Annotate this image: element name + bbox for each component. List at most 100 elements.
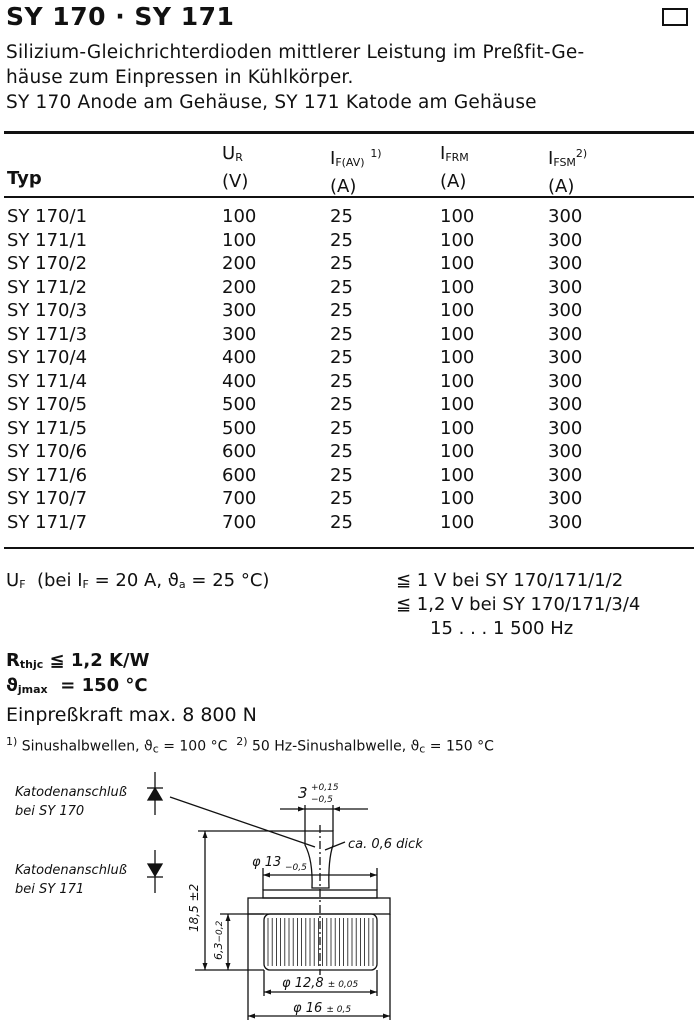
- description-line-3: SY 170 Anode am Gehäuse, SY 171 Katode a…: [6, 92, 537, 113]
- cell-ifsm: 300: [548, 370, 583, 392]
- cell-ifsm: 300: [548, 300, 583, 321]
- table-row: SY 171/2 200 25 100 300: [0, 277, 700, 301]
- table-top-rule: [4, 131, 694, 134]
- cell-typ: SY 171/3: [7, 323, 88, 345]
- cell-ifrm: 100: [440, 323, 475, 345]
- table-row: SY 171/5 500 25 100 300: [0, 418, 700, 442]
- table-row: SY 171/7 700 25 100 300: [0, 512, 700, 536]
- cell-ur: 700: [222, 511, 257, 533]
- cell-ifav: 25: [330, 347, 353, 368]
- cell-ifsm: 300: [548, 323, 583, 345]
- cell-ifsm: 300: [548, 441, 583, 462]
- cell-ifrm: 100: [440, 300, 475, 321]
- cell-ur: 100: [222, 206, 257, 227]
- table-row: SY 171/3 300 25 100 300: [0, 324, 700, 348]
- cell-ifav: 25: [330, 253, 353, 274]
- cell-ifrm: 100: [440, 441, 475, 462]
- header-ur: UR (V): [222, 143, 249, 192]
- cell-ur: 400: [222, 370, 257, 392]
- cell-ifsm: 300: [548, 347, 583, 368]
- cell-ifsm: 300: [548, 253, 583, 274]
- table-header-rule: [4, 196, 694, 198]
- cell-ifsm: 300: [548, 417, 583, 439]
- cell-typ: SY 171/7: [7, 511, 88, 533]
- cell-ifrm: 100: [440, 229, 475, 251]
- diode-symbol-sy171: [146, 850, 164, 893]
- cell-typ: SY 170/3: [7, 300, 88, 321]
- header-typ: Typ: [7, 168, 42, 189]
- tjmax-spec: ϑjmax = 150 °C: [6, 675, 148, 696]
- cell-ifsm: 300: [548, 394, 583, 415]
- page-marker-box: [662, 8, 688, 26]
- frequency-range: 15 . . . 1 500 Hz: [430, 618, 574, 639]
- table-row: SY 170/6 600 25 100 300: [0, 441, 700, 465]
- uf-value-2: ≦ 1,2 V bei SY 170/171/3/4: [396, 594, 641, 615]
- leader-line: [169, 796, 316, 848]
- cell-ifav: 25: [330, 464, 353, 486]
- uf-condition: UF (bei IF = 20 A, ϑa = 25 °C): [6, 570, 270, 591]
- cell-ifsm: 300: [548, 229, 583, 251]
- footnotes: 1) Sinushalbwellen, ϑc = 100 °C 2) 50 Hz…: [6, 735, 494, 756]
- cell-ifav: 25: [330, 300, 353, 321]
- cell-ifav: 25: [330, 276, 353, 298]
- cell-typ: SY 170/2: [7, 253, 88, 274]
- cell-typ: SY 171/1: [7, 229, 88, 251]
- label-sy170-line1: Katodenanschluß: [15, 785, 127, 800]
- cell-ifrm: 100: [440, 253, 475, 274]
- cell-ifsm: 300: [548, 206, 583, 227]
- terminal-tab: [304, 830, 334, 889]
- press-force-spec: Einpreßkraft max. 8 800 N: [6, 704, 257, 726]
- table-row: SY 170/4 400 25 100 300: [0, 347, 700, 371]
- dim-knurl-height: 6,3−0,2: [212, 920, 225, 960]
- header-ifsm: IFSM2) (A): [548, 147, 588, 197]
- cell-ur: 500: [222, 417, 257, 439]
- cell-ifrm: 100: [440, 347, 475, 368]
- body-top: [247, 897, 391, 915]
- cell-typ: SY 170/6: [7, 441, 88, 462]
- cell-ifrm: 100: [440, 394, 475, 415]
- cell-ur: 600: [222, 441, 257, 462]
- cell-ifrm: 100: [440, 488, 475, 509]
- cell-ifsm: 300: [548, 276, 583, 298]
- cell-ifav: 25: [330, 370, 353, 392]
- dim-thickness: ca. 0,6 dick: [348, 837, 423, 852]
- cell-ur: 500: [222, 394, 257, 415]
- dim-tab-tol-plus: +0,15: [311, 783, 339, 793]
- cell-typ: SY 171/6: [7, 464, 88, 486]
- table-row: SY 171/4 400 25 100 300: [0, 371, 700, 395]
- cell-typ: SY 170/1: [7, 206, 88, 227]
- cell-ifav: 25: [330, 511, 353, 533]
- label-sy171-line2: bei SY 171: [15, 882, 84, 897]
- cell-typ: SY 170/4: [7, 347, 88, 368]
- cell-ifav: 25: [330, 206, 353, 227]
- cell-ur: 300: [222, 300, 257, 321]
- label-sy171-line1: Katodenanschluß: [15, 863, 127, 878]
- cell-ifrm: 100: [440, 511, 475, 533]
- table-bottom-rule: [4, 547, 694, 549]
- cell-typ: SY 171/4: [7, 370, 88, 392]
- cell-typ: SY 171/5: [7, 417, 88, 439]
- diode-symbol-sy170: [146, 772, 164, 815]
- knurled-body: [263, 913, 378, 971]
- cell-ifav: 25: [330, 229, 353, 251]
- dim-flange: φ 13: [252, 855, 281, 870]
- cell-ur: 600: [222, 464, 257, 486]
- cell-typ: SY 170/5: [7, 394, 88, 415]
- cell-ur: 100: [222, 229, 257, 251]
- table-row: SY 170/7 700 25 100 300: [0, 488, 700, 512]
- package-drawing: Katodenanschluß bei SY 170 Katodenanschl…: [15, 772, 423, 1020]
- cell-ifav: 25: [330, 394, 353, 415]
- label-sy170-line2: bei SY 170: [15, 804, 84, 819]
- description-line-1: Silizium-Gleichrichterdioden mittlerer L…: [6, 42, 585, 63]
- cell-ifrm: 100: [440, 370, 475, 392]
- dim-flange-tol: −0,5: [285, 863, 307, 873]
- cell-ur: 700: [222, 488, 257, 509]
- cell-ifav: 25: [330, 488, 353, 509]
- cell-ifrm: 100: [440, 464, 475, 486]
- dim-height: 18,5 ±2: [187, 884, 201, 932]
- cell-ifav: 25: [330, 417, 353, 439]
- cell-ur: 200: [222, 253, 257, 274]
- header-ifrm: IFRM (A): [440, 143, 469, 192]
- cell-ifrm: 100: [440, 276, 475, 298]
- dim-knurl-dia: φ 12,8 ± 0,05: [282, 976, 359, 991]
